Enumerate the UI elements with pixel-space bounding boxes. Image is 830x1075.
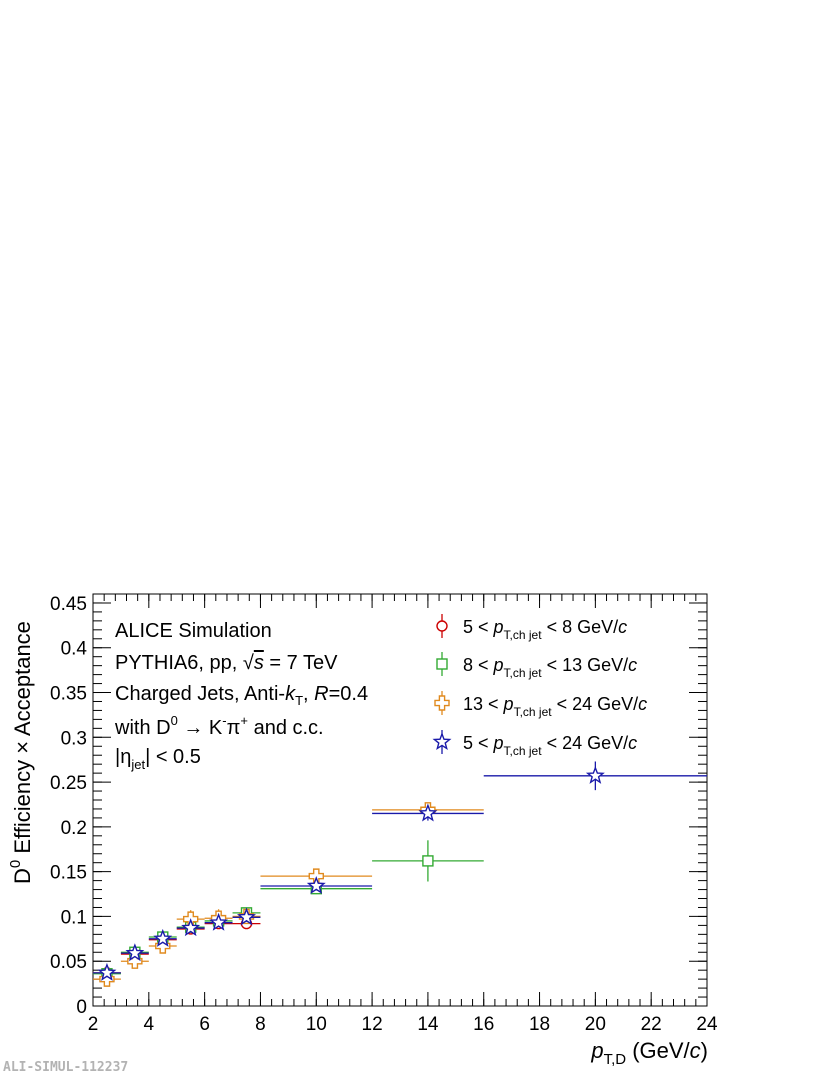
data-point	[422, 855, 434, 867]
data-point	[97, 962, 117, 981]
annotation-charged-jets: Charged Jets, Anti-kT, R=0.4	[115, 683, 368, 708]
x-tick-label: 18	[529, 1014, 550, 1035]
legend-marker-series-2	[436, 658, 448, 670]
legend-markers	[432, 614, 452, 754]
annotation-decay-channel: with D0 → K-π+ and c.c.	[114, 713, 324, 739]
x-tick-label: 10	[306, 1014, 327, 1035]
y-tick-label: 0.3	[61, 728, 87, 749]
legend: 5 < pT,ch jet < 8 GeV/c 8 < pT,ch jet < …	[432, 614, 647, 758]
data-point	[418, 803, 438, 822]
data-point	[209, 912, 229, 931]
x-axis-title: pT,D (GeV/c)	[590, 1038, 708, 1068]
series-3	[93, 802, 484, 987]
plot-area	[93, 761, 707, 987]
annotation-block: ALICE Simulation PYTHIA6, pp, √s = 7 TeV…	[114, 620, 368, 772]
x-tick-label: 12	[362, 1014, 383, 1035]
legend-label-series-4: 5 < pT,ch jet < 24 GeV/c	[463, 733, 637, 758]
x-tick-label: 8	[255, 1014, 266, 1035]
x-tick-label: 22	[641, 1014, 662, 1035]
x-tick-label: 6	[199, 1014, 210, 1035]
series-4	[93, 761, 707, 981]
annotation-alice-simulation: ALICE Simulation	[115, 620, 272, 642]
y-tick-label: 0.25	[50, 773, 87, 794]
data-point	[237, 907, 256, 926]
y-tick-label: 0.1	[61, 907, 87, 928]
annotation-eta-cut: |ηjet| < 0.5	[115, 746, 201, 772]
y-tick-label: 0.35	[50, 684, 87, 705]
y-tick-label: 0.2	[61, 818, 87, 839]
y-tick-label: 0	[76, 997, 87, 1018]
legend-marker-series-4	[432, 732, 452, 751]
data-point	[585, 765, 605, 784]
annotation-pythia: PYTHIA6, pp, √s = 7 TeV	[115, 652, 338, 674]
y-tick-label: 0.45	[50, 594, 87, 615]
legend-marker-series-1	[436, 620, 448, 632]
x-tick-label: 24	[696, 1014, 718, 1035]
data-point	[153, 928, 173, 947]
x-tick-label: 4	[144, 1014, 155, 1035]
data-point	[181, 918, 201, 937]
x-tick-label: 20	[585, 1014, 606, 1035]
y-tick-label: 0.05	[50, 952, 87, 973]
axes: 2 4 6 8 10 12 14 16 18 20 22 2400.050.10.150.20.250…	[50, 593, 718, 1035]
y-tick-label: 0.15	[50, 863, 87, 884]
series-2	[93, 840, 484, 980]
legend-label-series-1: 5 < pT,ch jet < 8 GeV/c	[463, 617, 627, 642]
legend-label-series-2: 8 < pT,ch jet < 13 GeV/c	[463, 655, 637, 680]
y-tick-label: 0.4	[61, 639, 88, 660]
data-point	[306, 876, 326, 895]
watermark: ALI-SIMUL-112237	[3, 1060, 128, 1075]
data-point	[125, 943, 145, 962]
x-tick-label: 14	[417, 1014, 439, 1035]
legend-label-series-3: 13 < pT,ch jet < 24 GeV/c	[463, 694, 647, 719]
x-tick-label: 16	[473, 1014, 494, 1035]
y-axis-title: D0 Efficiency × Acceptance	[7, 621, 35, 884]
x-tick-label: 2	[88, 1014, 99, 1035]
legend-marker-series-3	[434, 695, 450, 711]
